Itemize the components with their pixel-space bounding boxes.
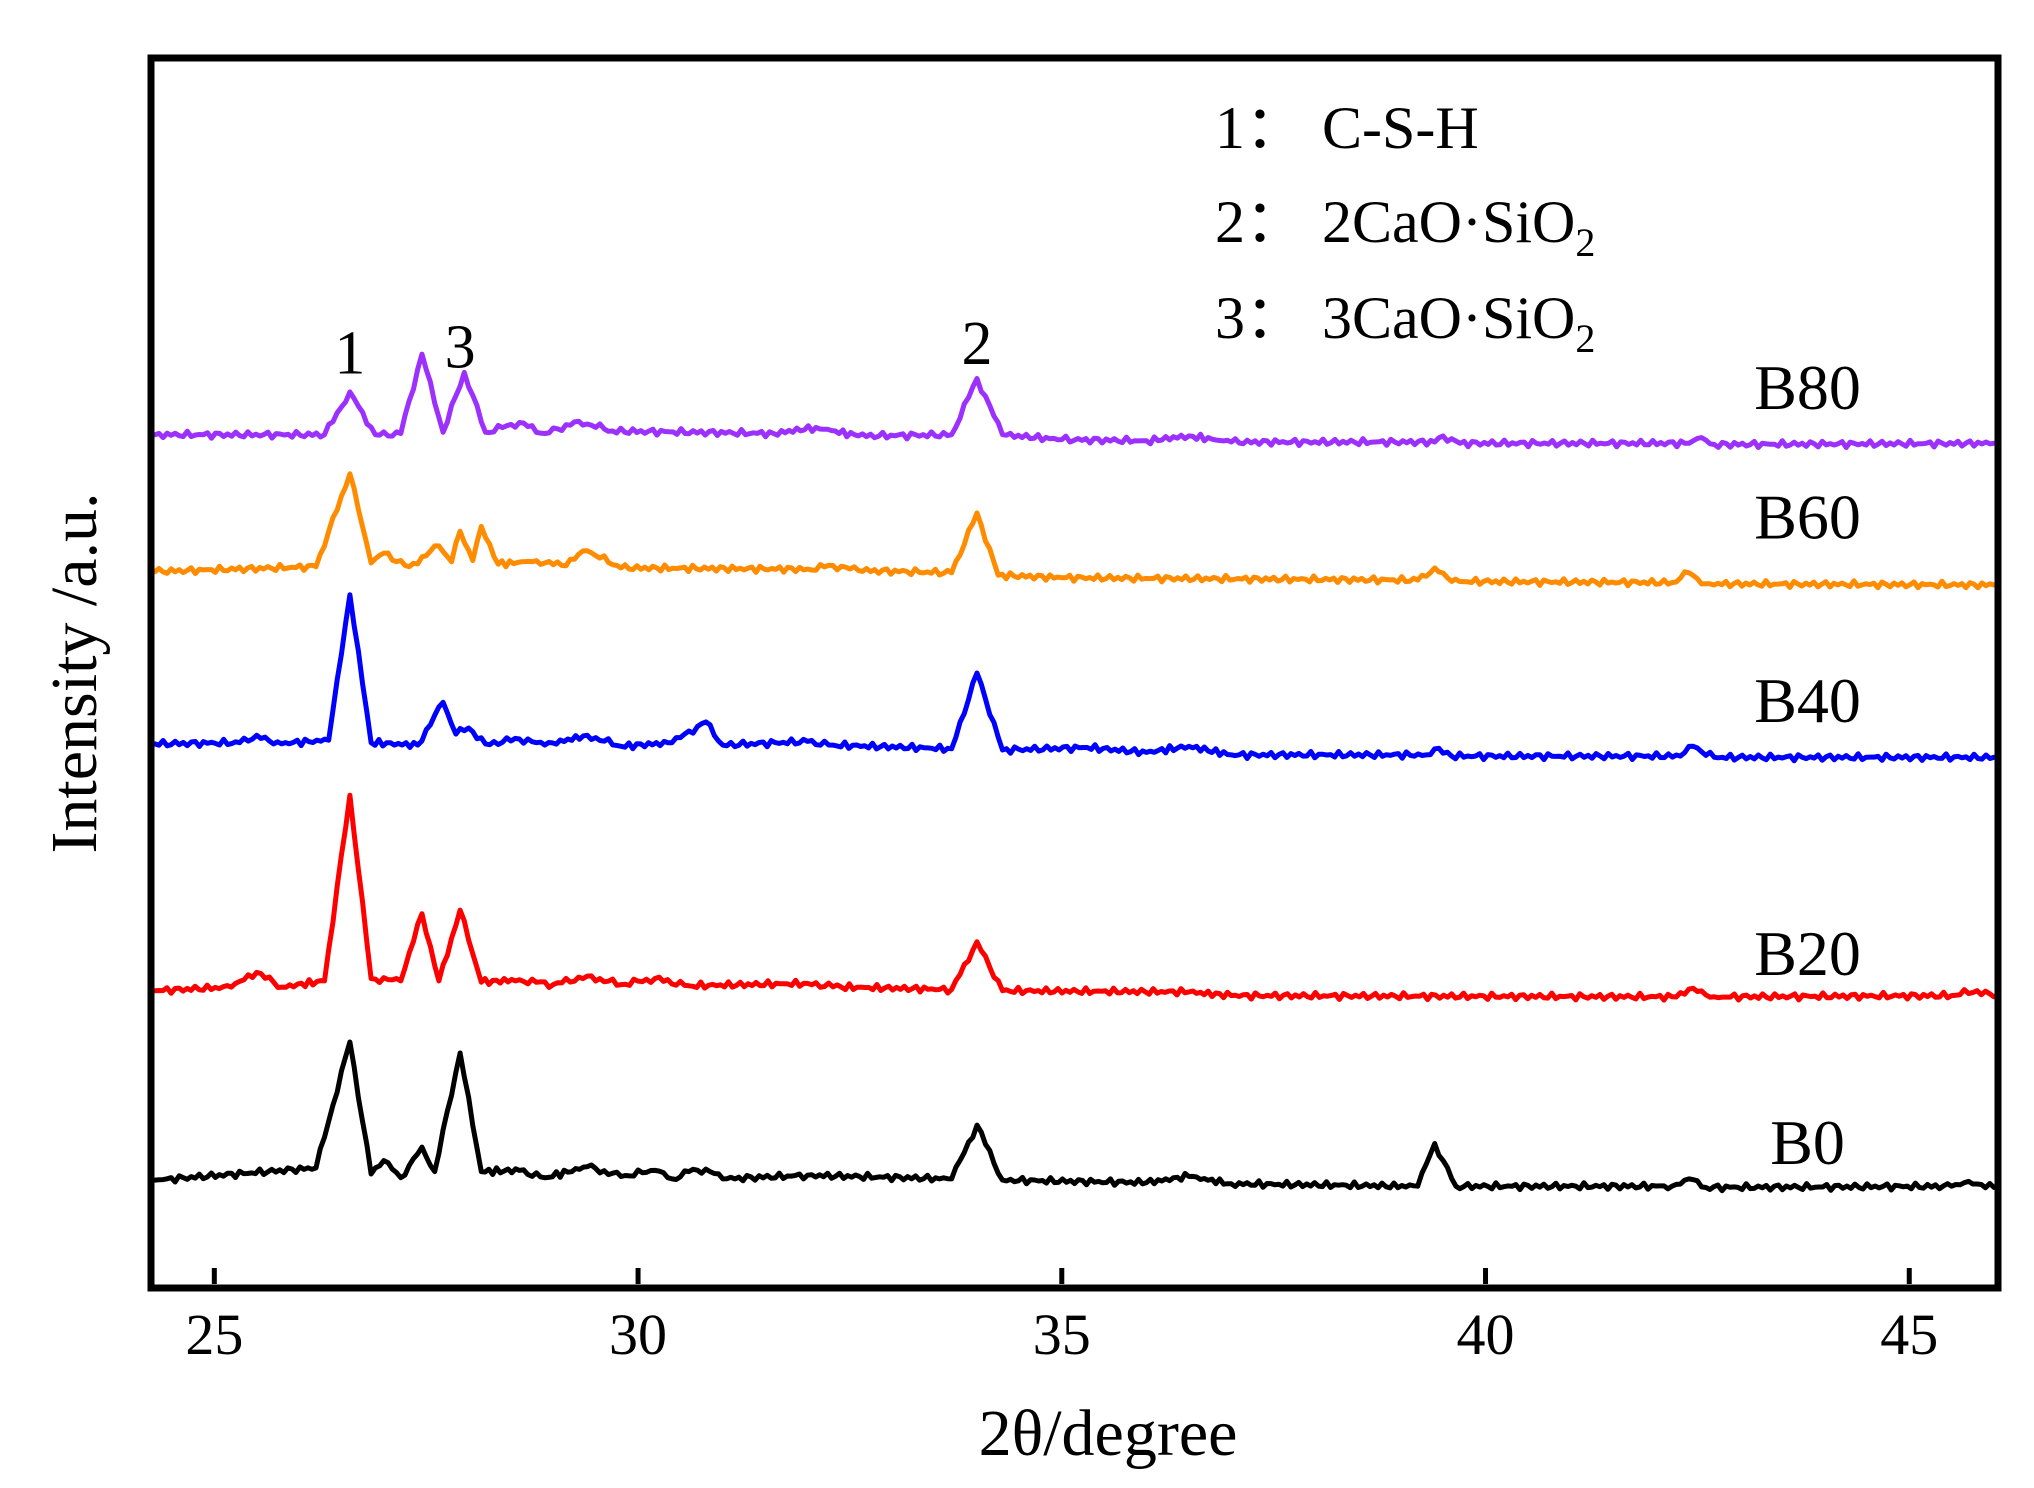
peak-marker-label: 3 — [445, 314, 476, 382]
series-label-b20: B20 — [1754, 918, 1861, 989]
legend-compound-name: 3CaO·SiO — [1322, 285, 1575, 351]
legend-separator: ： — [1245, 95, 1305, 161]
y-axis-title: Intensity /a.u. — [38, 492, 111, 853]
legend-entry: 1 ： C-S-H — [1215, 95, 1479, 161]
series-line-b20 — [152, 792, 1997, 1003]
series-label-b80: B80 — [1754, 352, 1861, 423]
plot-frame — [147, 54, 2002, 1292]
legend-index: 2 — [1215, 189, 1245, 255]
series-line-b80 — [152, 351, 1997, 450]
x-tick-label: 45 — [1880, 1302, 1938, 1367]
legend: 1 ： C-S-H 2 ： 2CaO·SiO2 3 ： 3CaO·SiO2 — [1215, 95, 1595, 361]
peak-markers: 1 3 2 — [334, 310, 992, 388]
x-tick-label: 30 — [609, 1302, 667, 1367]
series-layer — [152, 351, 1997, 1194]
series-line-b0 — [152, 1039, 1997, 1194]
legend-separator: ： — [1245, 189, 1305, 255]
series-line-b60 — [152, 471, 1997, 591]
legend-separator: ： — [1245, 285, 1305, 351]
x-tick-label: 40 — [1457, 1302, 1515, 1367]
legend-compound-subscript: 2 — [1575, 220, 1595, 265]
x-tick-label: 25 — [185, 1302, 243, 1367]
series-line-b40 — [152, 592, 1997, 764]
legend-entry: 3 ： 3CaO·SiO2 — [1215, 285, 1595, 361]
legend-entry: 2 ： 2CaO·SiO2 — [1215, 189, 1595, 265]
series-labels: B80 B60 B40 B20 B0 — [1754, 352, 1861, 1178]
peak-marker-label: 2 — [962, 310, 993, 378]
x-axis-title: 2θ/degree — [979, 1397, 1238, 1470]
legend-compound: C-S-H — [1322, 95, 1479, 161]
legend-compound-name: C-S-H — [1322, 95, 1479, 161]
x-tick-label: 35 — [1033, 1302, 1091, 1367]
legend-index: 3 — [1215, 285, 1245, 351]
series-label-b40: B40 — [1754, 665, 1861, 736]
peak-marker-label: 1 — [334, 320, 365, 388]
x-axis-ticks: 25 30 35 40 45 — [185, 1268, 1938, 1367]
series-label-b60: B60 — [1754, 482, 1861, 553]
legend-compound-subscript: 2 — [1575, 316, 1595, 361]
series-label-b0: B0 — [1770, 1107, 1845, 1178]
legend-compound-name: 2CaO·SiO — [1322, 189, 1575, 255]
legend-index: 1 — [1215, 95, 1245, 161]
legend-compound: 3CaO·SiO2 — [1322, 285, 1595, 361]
legend-compound: 2CaO·SiO2 — [1322, 189, 1595, 265]
